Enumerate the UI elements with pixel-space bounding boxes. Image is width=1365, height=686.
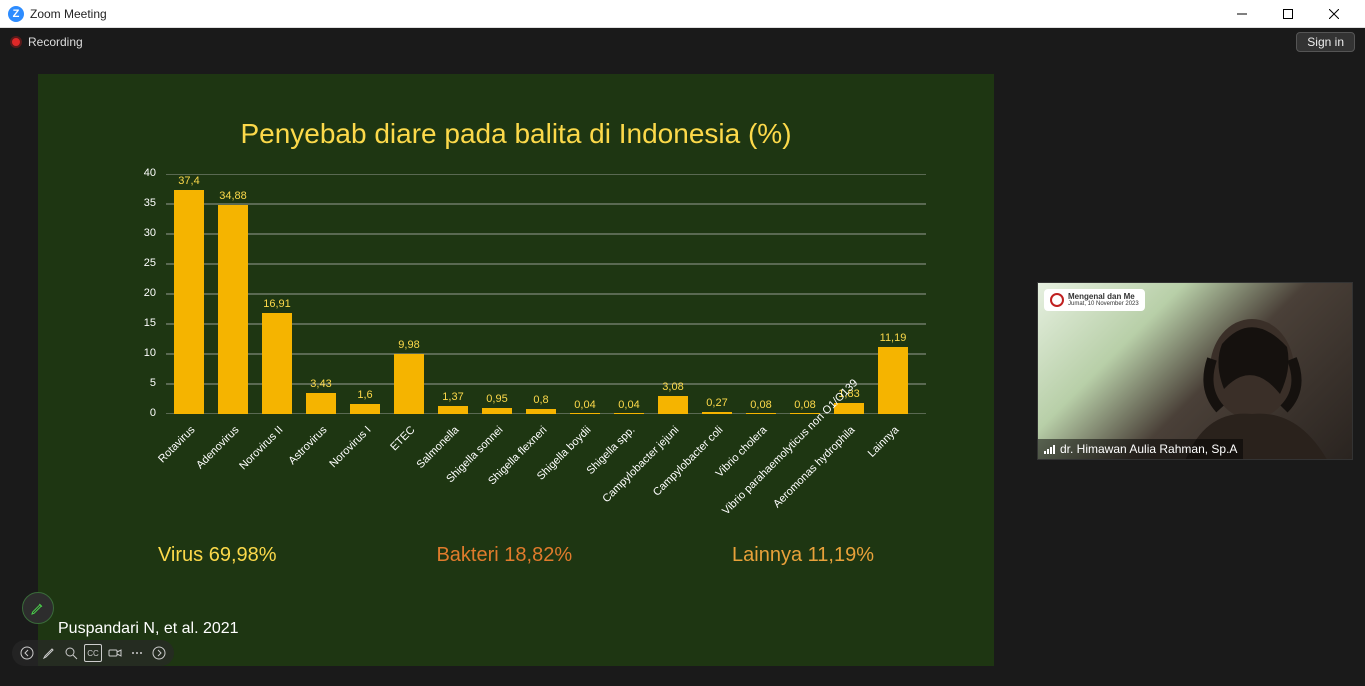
bar-value-label: 3,08 [643,381,703,393]
participant-name-tag: dr. Himawan Aulia Rahman, Sp.A [1038,439,1243,459]
zoom-icon[interactable] [62,644,80,662]
slide-title: Penyebab diare pada balita di Indonesia … [38,74,994,150]
y-tick-label: 10 [126,347,156,359]
x-category-label: Shigella boydii [500,424,593,517]
bar-rect [350,404,380,414]
org-logo-icon [1050,293,1064,307]
y-tick-label: 15 [126,317,156,329]
bar-rect [218,205,248,414]
x-category-label: ETEC [324,424,417,517]
x-category-label: Lainnya [808,424,901,517]
bar-rect [438,406,468,414]
signal-icon [1044,444,1056,454]
citation: Puspandari N, et al. 2021 [58,620,239,638]
bar-rect [394,354,424,414]
meeting-stage: Penyebab diare pada balita di Indonesia … [0,56,1365,686]
summary-row: Virus 69,98% Bakteri 18,82% Lainnya 11,1… [38,544,994,567]
x-category-label: Astrovirus [236,424,329,517]
bar-rect [658,396,688,414]
y-tick-label: 30 [126,227,156,239]
chart-bars: 37,4 34,88 16,91 3,43 1,6 9,98 1,37 0,95… [166,174,926,414]
maximize-button[interactable] [1265,0,1311,28]
x-category-label: Aeromonas hydrophila [764,424,857,517]
shared-slide: Penyebab diare pada balita di Indonesia … [38,74,994,666]
view-toolbar: CC [12,640,174,666]
bar-rect [174,190,204,414]
video-feed: Mengenal dan Me Jumat, 10 November 2023 [1038,283,1352,459]
close-button[interactable] [1311,0,1357,28]
bar-rect [570,413,600,414]
bar-value-label: 34,88 [203,190,263,202]
bar-value-label: 9,98 [379,339,439,351]
window-title: Zoom Meeting [30,7,107,21]
bar-value-label: 37,4 [159,175,219,187]
more-icon[interactable] [128,644,146,662]
prev-arrow-icon[interactable] [18,644,36,662]
x-category-label: Shigella sonnei [412,424,505,517]
next-arrow-icon[interactable] [150,644,168,662]
draw-icon[interactable] [40,644,58,662]
y-tick-label: 0 [126,407,156,419]
bar-value-label: 0,04 [599,399,659,411]
y-tick-label: 5 [126,377,156,389]
x-category-label: Adenovirus [148,424,241,517]
annotate-pen-fab[interactable] [22,592,54,624]
summary-lainnya: Lainnya 11,19% [732,544,874,567]
y-tick-label: 25 [126,257,156,269]
slide-header-badge: Mengenal dan Me Jumat, 10 November 2023 [1044,289,1145,311]
bar-value-label: 1,6 [335,389,395,401]
bar-rect [746,413,776,414]
recording-icon [10,36,22,48]
window-controls [1219,0,1357,28]
y-tick-label: 20 [126,287,156,299]
bar-rect [526,409,556,414]
bar-rect [306,393,336,414]
sign-in-button[interactable]: Sign in [1296,32,1355,52]
badge-line1: Mengenal dan Me [1068,293,1139,301]
x-category-label: Salmonella [368,424,461,517]
recording-label: Recording [28,35,83,49]
x-category-label: Shigella flexneri [456,424,549,517]
bar-chart: 0510152025303540 37,4 34,88 16,91 3,43 1… [126,174,926,514]
meeting-toolbar: Recording Sign in [0,28,1365,56]
summary-bakteri: Bakteri 18,82% [436,544,572,567]
x-category-label: Vibrio parahaemolyticus non O1/O139 [720,424,813,517]
x-category-label: Norovirus I [280,424,373,517]
video-icon[interactable] [106,644,124,662]
window-titlebar: Z Zoom Meeting [0,0,1365,28]
person-silhouette [1142,299,1342,460]
bar-rect [262,313,292,414]
x-category-label: Shigella spp. [544,424,637,517]
minimize-button[interactable] [1219,0,1265,28]
bar-rect [878,347,908,414]
bar-rect [482,408,512,414]
zoom-logo-icon: Z [8,6,24,22]
x-category-label: Norovirus II [192,424,285,517]
x-category-label: Campylobacter jejuni [588,424,681,517]
cc-icon[interactable]: CC [84,644,102,662]
bar-value-label: 11,19 [863,332,923,344]
participant-name: dr. Himawan Aulia Rahman, Sp.A [1060,442,1237,456]
badge-line2: Jumat, 10 November 2023 [1068,301,1139,307]
x-category-label: Vibrio cholera [676,424,769,517]
participant-video[interactable]: Mengenal dan Me Jumat, 10 November 2023 … [1037,282,1353,460]
bar-value-label: 16,91 [247,298,307,310]
summary-virus: Virus 69,98% [158,544,277,567]
x-category-label: Campylobacter coli [632,424,725,517]
x-category-label: Rotavirus [104,424,197,517]
bar-rect [702,412,732,414]
y-tick-label: 35 [126,197,156,209]
bar-rect [614,413,644,414]
y-tick-label: 40 [126,167,156,179]
